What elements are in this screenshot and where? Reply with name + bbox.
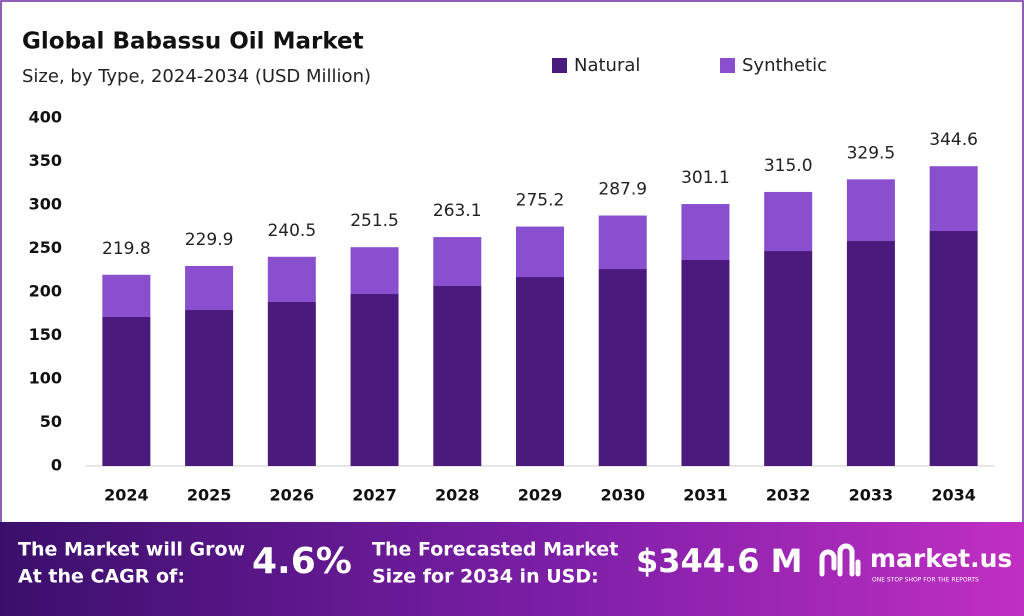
bar-segment — [598, 269, 647, 466]
total-label: 229.9 — [185, 230, 234, 250]
x-tick-label: 2032 — [766, 486, 811, 505]
x-tick-label: 2029 — [518, 486, 563, 505]
bar-segment — [185, 265, 234, 311]
bar-segment — [433, 285, 482, 466]
total-label: 329.5 — [847, 143, 896, 163]
bar-segment — [516, 277, 564, 466]
brand: market.us — [870, 544, 1012, 573]
y-tick-label: 100 — [29, 369, 62, 388]
y-tick-label: 200 — [29, 282, 62, 301]
bar-segment — [267, 256, 316, 303]
bar-segment — [764, 251, 813, 466]
bar-segment — [929, 231, 978, 466]
legend-label: Natural — [574, 55, 640, 76]
x-tick-label: 2027 — [352, 486, 397, 505]
y-tick-label: 400 — [29, 108, 62, 127]
legend-swatch — [552, 58, 567, 73]
y-tick-label: 350 — [29, 151, 62, 170]
cagr-text: The Market will Grow — [18, 539, 245, 561]
y-tick-label: 0 — [51, 456, 62, 475]
bar-segment — [185, 310, 234, 466]
bar-segment — [267, 302, 316, 466]
bar-segment — [681, 259, 730, 466]
bar-segment — [764, 191, 813, 252]
bar-segment — [102, 274, 151, 317]
x-tick-label: 2031 — [683, 486, 728, 505]
y-tick-label: 300 — [29, 195, 62, 214]
brand-logo — [819, 543, 861, 577]
total-label: 315.0 — [764, 156, 813, 176]
bar-segment — [929, 166, 978, 232]
y-tick-label: 250 — [29, 238, 62, 257]
y-tick-label: 150 — [29, 325, 62, 344]
bar-segment — [102, 316, 151, 466]
cagr-text: At the CAGR of: — [18, 566, 185, 588]
chart-subtitle: Size, by Type, 2024-2034 (USD Million) — [22, 66, 371, 87]
total-label: 275.2 — [516, 191, 565, 211]
bar-segment — [350, 247, 399, 295]
x-tick-label: 2024 — [104, 486, 149, 505]
chart-title: Global Babassu Oil Market — [22, 29, 364, 55]
legend-label: Synthetic — [742, 55, 827, 76]
total-label: 287.9 — [598, 180, 647, 200]
x-tick-label: 2034 — [931, 486, 976, 505]
bar-segment — [350, 294, 399, 466]
bar-segment — [516, 226, 564, 278]
logo-icon — [819, 543, 861, 577]
forecast-value: $344.6 M — [636, 542, 802, 580]
bar-segment — [846, 179, 895, 242]
x-tick-label: 2028 — [435, 486, 480, 505]
y-tick-label: 50 — [40, 412, 62, 431]
forecast-text: Size for 2034 in USD: — [372, 566, 599, 588]
x-tick-label: 2025 — [187, 486, 232, 505]
x-tick-label: 2030 — [600, 486, 645, 505]
forecast-text: The Forecasted Market — [372, 539, 618, 561]
total-label: 263.1 — [433, 201, 482, 221]
total-label: 251.5 — [350, 211, 399, 231]
bar-segment — [598, 215, 647, 270]
total-label: 219.8 — [102, 239, 151, 259]
legend-swatch — [720, 58, 735, 73]
cagr-value: 4.6% — [252, 541, 352, 582]
total-label: 301.1 — [681, 168, 730, 188]
x-tick-label: 2033 — [849, 486, 894, 505]
bar-segment — [433, 237, 482, 286]
bar-segment — [846, 241, 895, 466]
tagline: ONE STOP SHOP FOR THE REPORTS — [872, 577, 979, 584]
total-label: 240.5 — [267, 221, 316, 241]
bar-segment — [681, 204, 730, 260]
x-tick-label: 2026 — [270, 486, 315, 505]
total-label: 344.6 — [929, 130, 978, 150]
